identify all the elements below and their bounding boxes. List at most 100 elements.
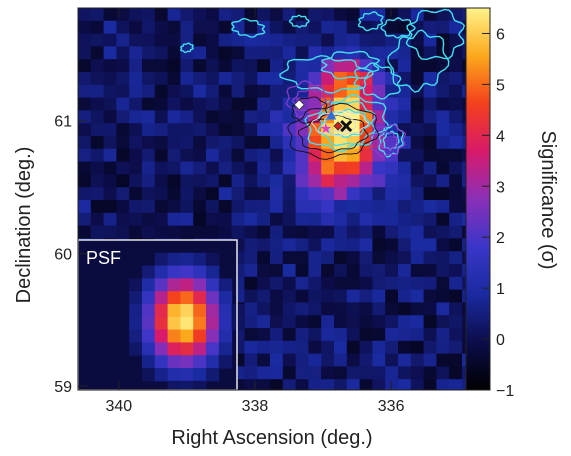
psf-pixel <box>142 368 156 382</box>
x-marker <box>340 119 353 133</box>
psf-pixel <box>218 329 233 343</box>
map-pixel <box>257 33 271 47</box>
psf-pixel <box>167 355 181 369</box>
map-pixel <box>180 97 194 111</box>
map-pixel <box>385 238 399 252</box>
map-pixel <box>462 340 466 355</box>
map-pixel <box>257 59 271 73</box>
map-pixel <box>231 187 245 201</box>
map-pixel <box>398 238 412 252</box>
map-pixel <box>436 251 450 265</box>
map-pixel <box>462 97 466 111</box>
y-tick-label: 61 <box>54 114 72 131</box>
map-pixel <box>359 302 373 316</box>
map-pixel <box>282 302 297 316</box>
map-pixel <box>270 148 284 163</box>
map-pixel <box>270 8 284 22</box>
map-pixel <box>449 276 463 291</box>
map-pixel <box>142 59 156 73</box>
purple-contour <box>377 131 399 151</box>
psf-pixel <box>180 304 194 318</box>
map-pixel <box>308 97 322 111</box>
map-pixel <box>359 289 373 303</box>
map-pixel <box>257 315 271 329</box>
map-pixel <box>193 20 207 35</box>
map-pixel <box>270 340 284 355</box>
map-pixel <box>423 72 437 86</box>
map-pixel <box>398 97 412 111</box>
map-pixel <box>244 379 258 390</box>
map-pixel <box>449 97 463 111</box>
map-pixel <box>129 72 143 86</box>
map-pixel <box>449 289 463 303</box>
map-pixel <box>410 264 425 278</box>
map-pixel <box>90 84 105 99</box>
map-pixel <box>449 72 463 86</box>
map-pixel <box>385 187 399 201</box>
map-pixel <box>398 20 412 35</box>
map-pixel <box>436 59 450 73</box>
map-pixel <box>206 148 220 163</box>
psf-pixel <box>167 316 181 331</box>
map-pixel <box>346 366 361 380</box>
psf-pixel <box>193 265 207 279</box>
map-pixel <box>423 84 437 99</box>
map-pixel <box>423 212 437 227</box>
map-pixel <box>257 136 271 150</box>
map-pixel <box>423 289 437 303</box>
map-pixel <box>449 328 463 342</box>
map-pixel <box>462 59 466 73</box>
map-pixel <box>167 123 181 137</box>
map-pixel <box>167 225 181 239</box>
map-pixel <box>116 136 130 150</box>
map-pixel <box>346 148 361 163</box>
map-pixel <box>359 328 373 342</box>
map-pixel <box>385 200 399 214</box>
map-pixel <box>372 353 386 367</box>
map-pixel <box>295 289 309 303</box>
map-pixel <box>129 110 143 124</box>
map-pixel <box>257 8 271 22</box>
map-pixel <box>462 212 466 227</box>
map-pixel <box>154 110 169 124</box>
map-pixel <box>167 161 181 175</box>
map-pixel <box>231 59 245 73</box>
map-pixel <box>334 264 348 278</box>
map-pixel <box>231 8 245 22</box>
map-pixel <box>423 200 437 214</box>
map-pixel <box>206 136 220 150</box>
cyan-contour <box>320 50 381 80</box>
psf-pixel <box>129 342 143 356</box>
map-pixel <box>410 148 425 163</box>
map-pixel <box>154 46 169 60</box>
map-pixel <box>206 72 220 86</box>
map-pixel <box>436 136 450 150</box>
map-pixel <box>154 123 169 137</box>
map-pixel <box>398 123 412 137</box>
map-pixel <box>218 20 233 35</box>
map-pixel <box>423 20 437 35</box>
map-pixel <box>142 225 156 239</box>
map-pixel <box>231 174 245 188</box>
psf-pixel <box>206 342 220 356</box>
map-pixel <box>78 200 92 214</box>
map-pixel <box>282 72 297 86</box>
map-pixel <box>270 123 284 137</box>
map-pixel <box>167 59 181 73</box>
psf-pixel <box>142 342 156 356</box>
map-pixel <box>410 72 425 86</box>
map-pixel <box>244 174 258 188</box>
psf-pixel <box>193 368 207 382</box>
map-pixel <box>257 72 271 86</box>
map-pixel <box>244 72 258 86</box>
map-pixel <box>410 276 425 291</box>
map-pixel <box>462 46 466 60</box>
map-pixel <box>90 212 105 227</box>
gray-contour <box>311 110 369 136</box>
map-pixel <box>129 174 143 188</box>
map-pixel <box>321 366 335 380</box>
map-pixel <box>398 328 412 342</box>
map-pixel <box>154 200 169 214</box>
map-pixel <box>334 238 348 252</box>
map-pixel <box>449 353 463 367</box>
